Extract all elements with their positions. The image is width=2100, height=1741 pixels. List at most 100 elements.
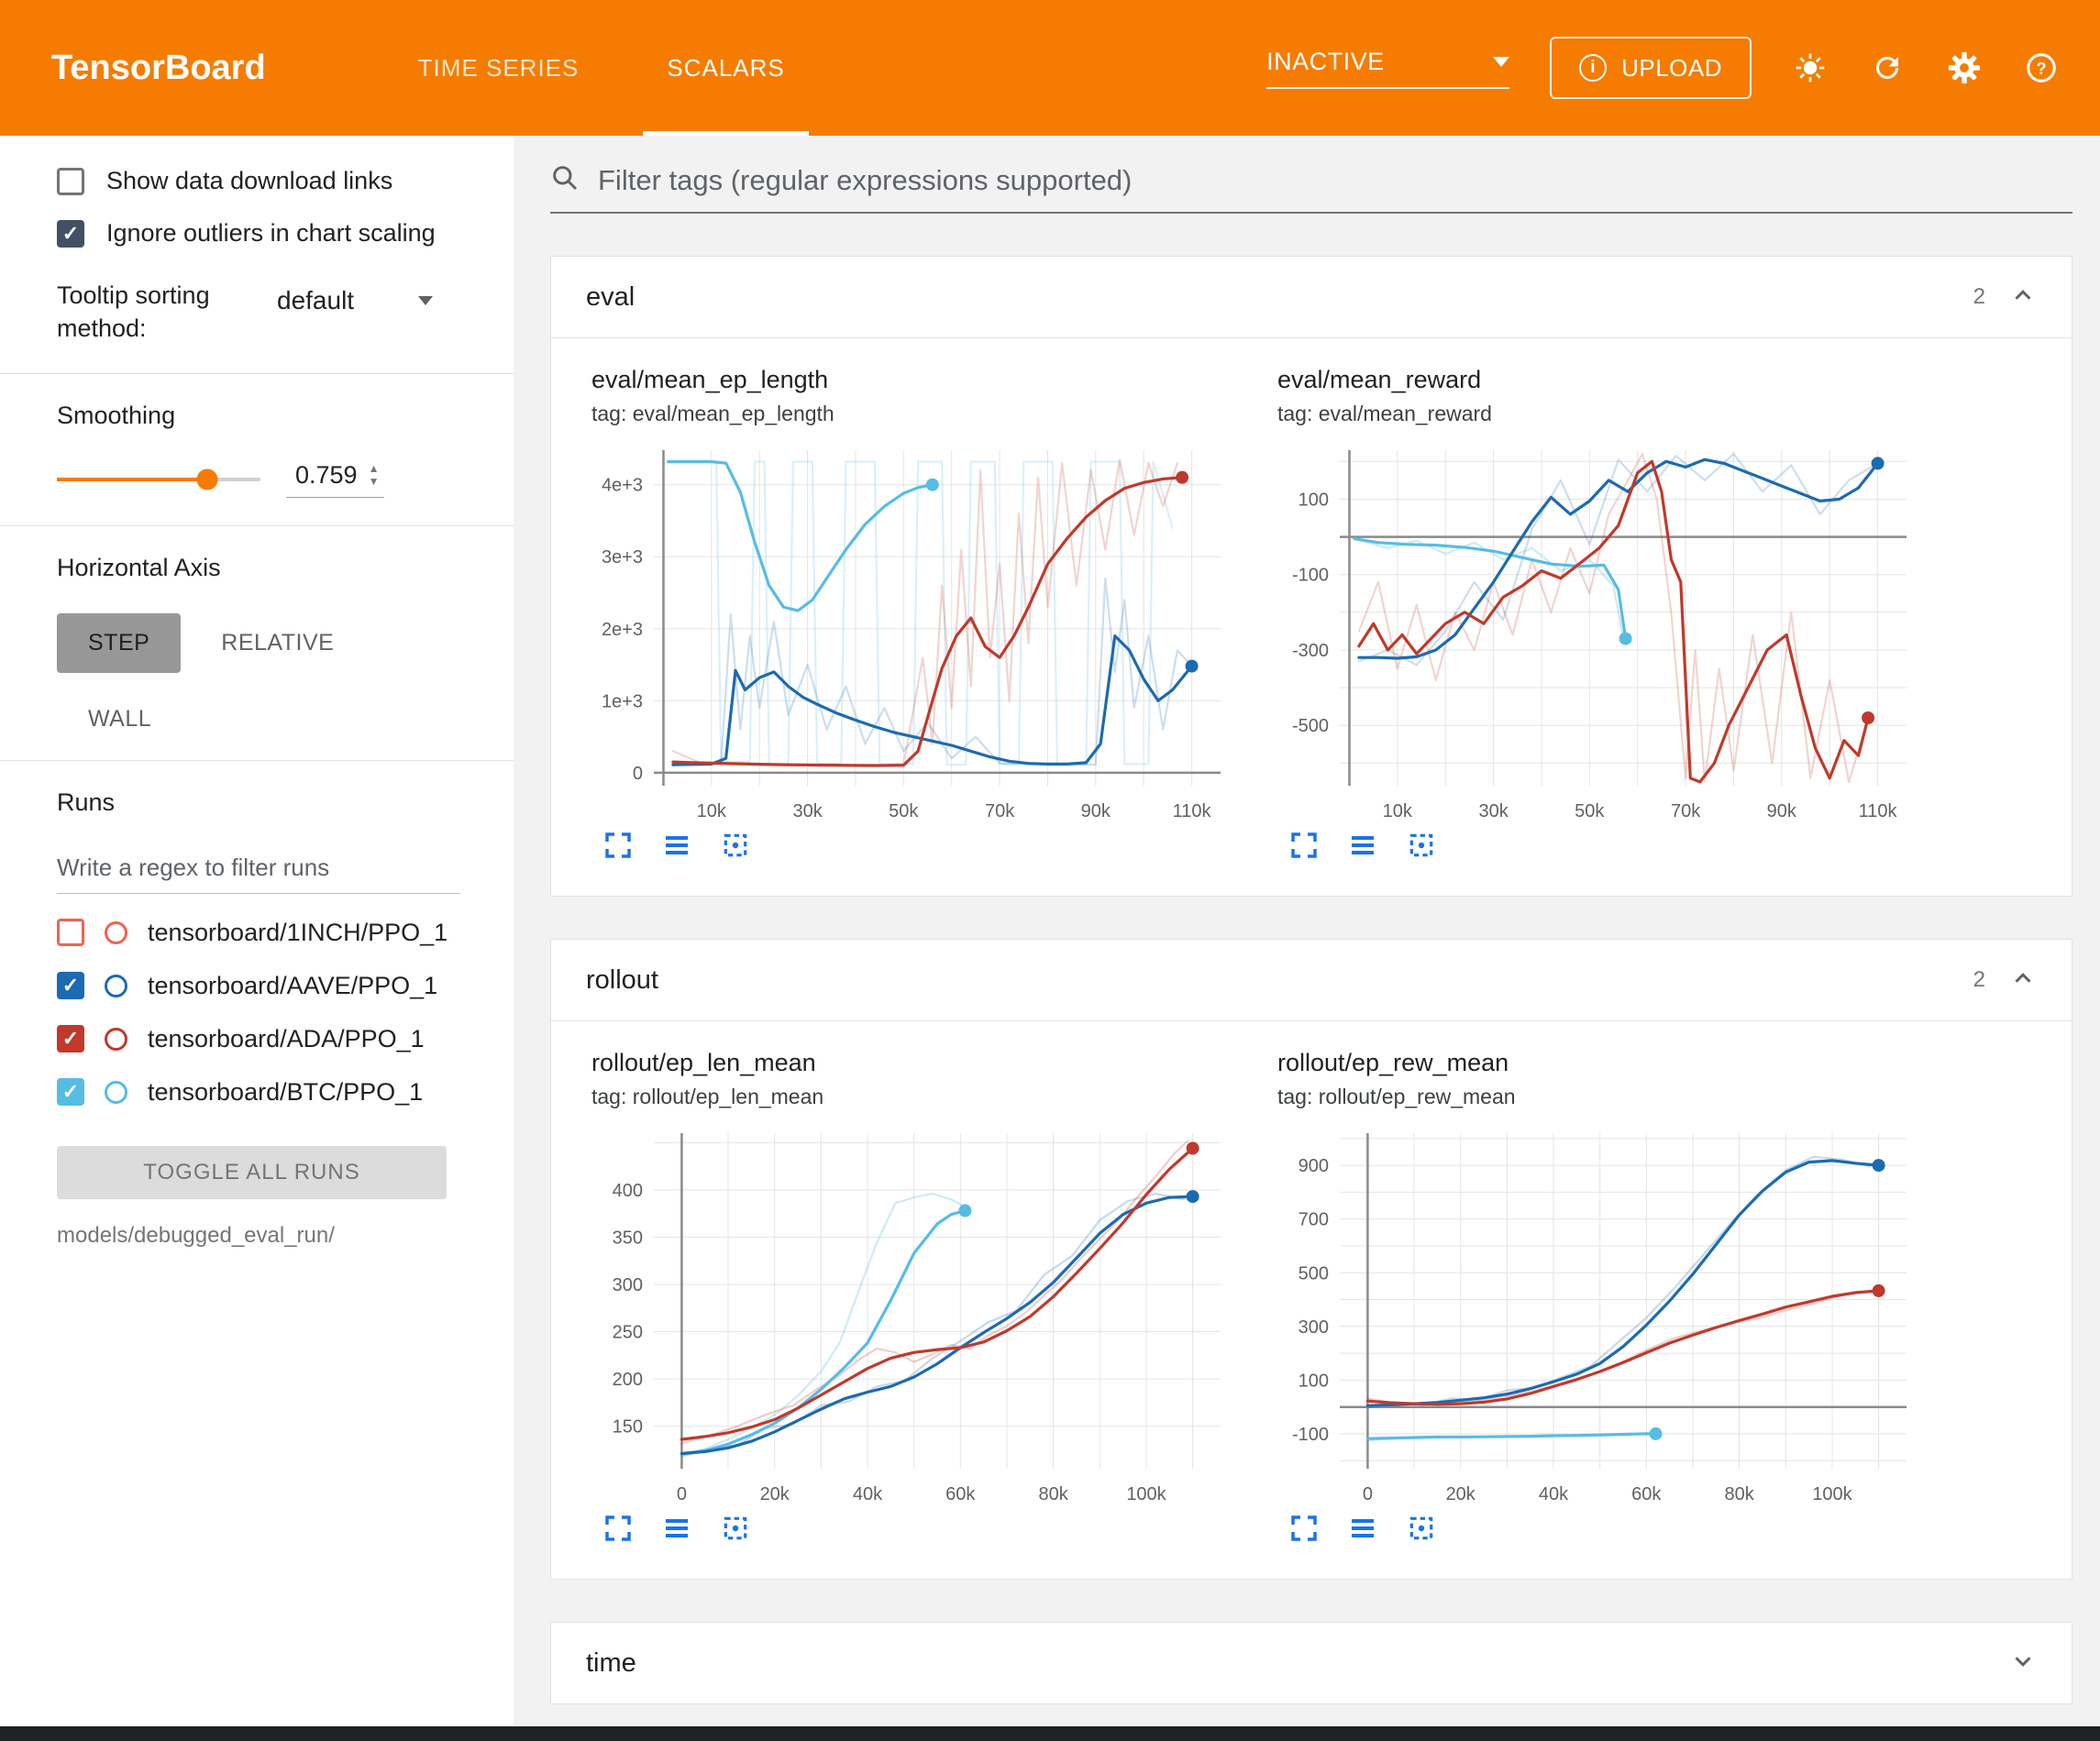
run-label: tensorboard/AAVE/PPO_1 [148,971,438,999]
line-chart[interactable]: 0 20k 40k 60k 80k 100k -100 100 300 500 700 900 [1277,1122,1919,1511]
smoothing-slider-knob[interactable] [196,468,218,490]
svg-text:60k: 60k [945,1484,976,1504]
upload-button[interactable]: i UPLOAD [1550,37,1752,99]
app-logo: TensorBoard [51,48,266,87]
axis-wall-button[interactable]: WALL [88,705,152,732]
run-item[interactable]: tensorboard/BTC/PPO_1 [57,1078,514,1107]
expand-chart-icon[interactable] [1288,1513,1320,1544]
main-content: eval 2 eval/mean_ep_length tag: eval/mea… [514,136,2100,1726]
axis-relative-button[interactable]: RELATIVE [221,629,335,656]
run-item[interactable]: tensorboard/AAVE/PPO_1 [57,972,514,1000]
filter-tags-input[interactable] [598,163,2072,197]
chevron-down-icon[interactable] [2009,1647,2037,1680]
spinner-up-icon[interactable]: ▲ [368,461,380,475]
line-chart[interactable]: 10k 30k 50k 70k 90k 110k -500 -300 -100 100 [1277,439,1919,828]
status-dropdown[interactable]: INACTIVE [1266,48,1510,89]
run-color-circle [105,1027,127,1051]
run-checkbox[interactable] [57,1078,84,1107]
fit-domain-icon[interactable] [720,830,751,861]
run-item[interactable]: tensorboard/ADA/PPO_1 [57,1025,514,1053]
run-item[interactable]: tensorboard/1INCH/PPO_1 [57,919,514,947]
svg-text:200: 200 [613,1370,643,1390]
svg-text:150: 150 [613,1417,643,1438]
card-time-header[interactable]: time [551,1623,2072,1703]
chart-tag: tag: rollout/ep_rew_mean [1277,1085,1516,1108]
refresh-icon[interactable] [1869,50,1906,86]
card-rollout-header[interactable]: rollout 2 [551,940,2072,1020]
chevron-up-icon[interactable] [2009,964,2037,997]
fit-domain-icon[interactable] [1406,830,1437,861]
fit-domain-icon[interactable] [1406,1513,1437,1544]
chevron-up-icon[interactable] [2009,281,2037,314]
svg-text:40k: 40k [853,1484,883,1504]
ignore-outliers-label: Ignore outliers in chart scaling [106,219,436,247]
settings-sidebar: Show data download links Ignore outliers… [0,136,514,1726]
svg-text:300: 300 [1299,1317,1329,1338]
tab-time-series[interactable]: TIME SERIES [417,53,580,82]
svg-text:3e+3: 3e+3 [602,547,643,567]
tooltip-sorting-select[interactable]: default [277,286,433,321]
smoothing-slider[interactable] [57,468,260,490]
svg-text:250: 250 [613,1323,643,1343]
run-checkbox[interactable] [57,1025,84,1053]
smoothing-spinner[interactable]: ▲ ▼ [368,461,380,488]
log-scale-icon[interactable] [661,830,692,861]
line-chart[interactable]: 10k 30k 50k 70k 90k 110k 0 1e+3 2e+3 3e+3 4e+3 [591,439,1233,828]
expand-chart-icon[interactable] [1288,830,1320,861]
svg-text:-100: -100 [1292,566,1329,586]
smoothing-value-input[interactable]: 0.759 ▲ ▼ [286,461,385,498]
svg-text:0: 0 [1363,1484,1373,1504]
card-rollout: rollout 2 rollout/ep_len_mean tag: rollo… [550,939,2072,1580]
show-download-links-row: Show data download links [57,167,514,195]
svg-text:20k: 20k [760,1484,790,1504]
svg-text:50k: 50k [1575,801,1605,821]
svg-text:70k: 70k [985,801,1015,821]
svg-text:4e+3: 4e+3 [602,476,643,496]
svg-text:700: 700 [1299,1210,1329,1230]
help-icon[interactable]: ? [2023,50,2060,86]
svg-text:50k: 50k [889,801,919,821]
line-chart[interactable]: 0 20k 40k 60k 80k 100k 150 200 250 300 350 400 [591,1122,1233,1511]
run-checkbox[interactable] [57,919,84,947]
expand-chart-icon[interactable] [602,1513,634,1544]
run-checkbox[interactable] [57,972,84,1000]
card-eval: eval 2 eval/mean_ep_length tag: eval/mea… [550,256,2072,897]
tab-scalars[interactable]: SCALARS [643,0,810,136]
runs-filter-input[interactable] [57,847,460,894]
log-scale-icon[interactable] [661,1513,692,1544]
ignore-outliers-row: Ignore outliers in chart scaling [57,219,514,248]
log-scale-icon[interactable] [1347,830,1378,861]
fit-domain-icon[interactable] [720,1513,751,1544]
horizontal-axis-label: Horizontal Axis [57,553,221,581]
log-scale-icon[interactable] [1347,1513,1378,1544]
spinner-down-icon[interactable]: ▼ [368,474,380,488]
svg-text:-500: -500 [1292,716,1329,736]
svg-text:40k: 40k [1539,1484,1569,1504]
tooltip-sorting-row: Tooltip sorting method: default [57,279,514,346]
info-icon: i [1579,54,1608,82]
caret-down-icon [418,296,433,305]
card-title: eval [586,281,636,312]
run-color-circle [105,974,127,997]
bottom-edge-strip [0,1726,2100,1741]
card-title: time [586,1647,636,1678]
runs-directory-label: models/debugged_eval_run/ [57,1222,335,1248]
toggle-all-runs-button[interactable]: TOGGLE ALL RUNS [57,1145,447,1199]
card-time: time [550,1622,2072,1704]
svg-text:100k: 100k [1126,1484,1166,1504]
svg-text:0: 0 [677,1484,687,1504]
chart-title: eval/mean_reward [1277,366,1482,393]
show-download-links-checkbox[interactable] [57,167,84,195]
chart-tag: tag: rollout/ep_len_mean [591,1085,824,1108]
expand-chart-icon[interactable] [602,830,634,861]
svg-text:100: 100 [1299,1371,1329,1391]
settings-gear-icon[interactable] [1946,50,1983,86]
smoothing-label: Smoothing [57,401,176,429]
card-eval-header[interactable]: eval 2 [551,257,2072,337]
chart-tag: tag: eval/mean_ep_length [591,402,834,425]
brightness-icon[interactable] [1792,50,1829,86]
axis-step-button[interactable]: STEP [57,612,182,673]
header-controls: INACTIVE i UPLOAD [1266,0,2060,136]
ignore-outliers-checkbox[interactable] [57,219,84,248]
